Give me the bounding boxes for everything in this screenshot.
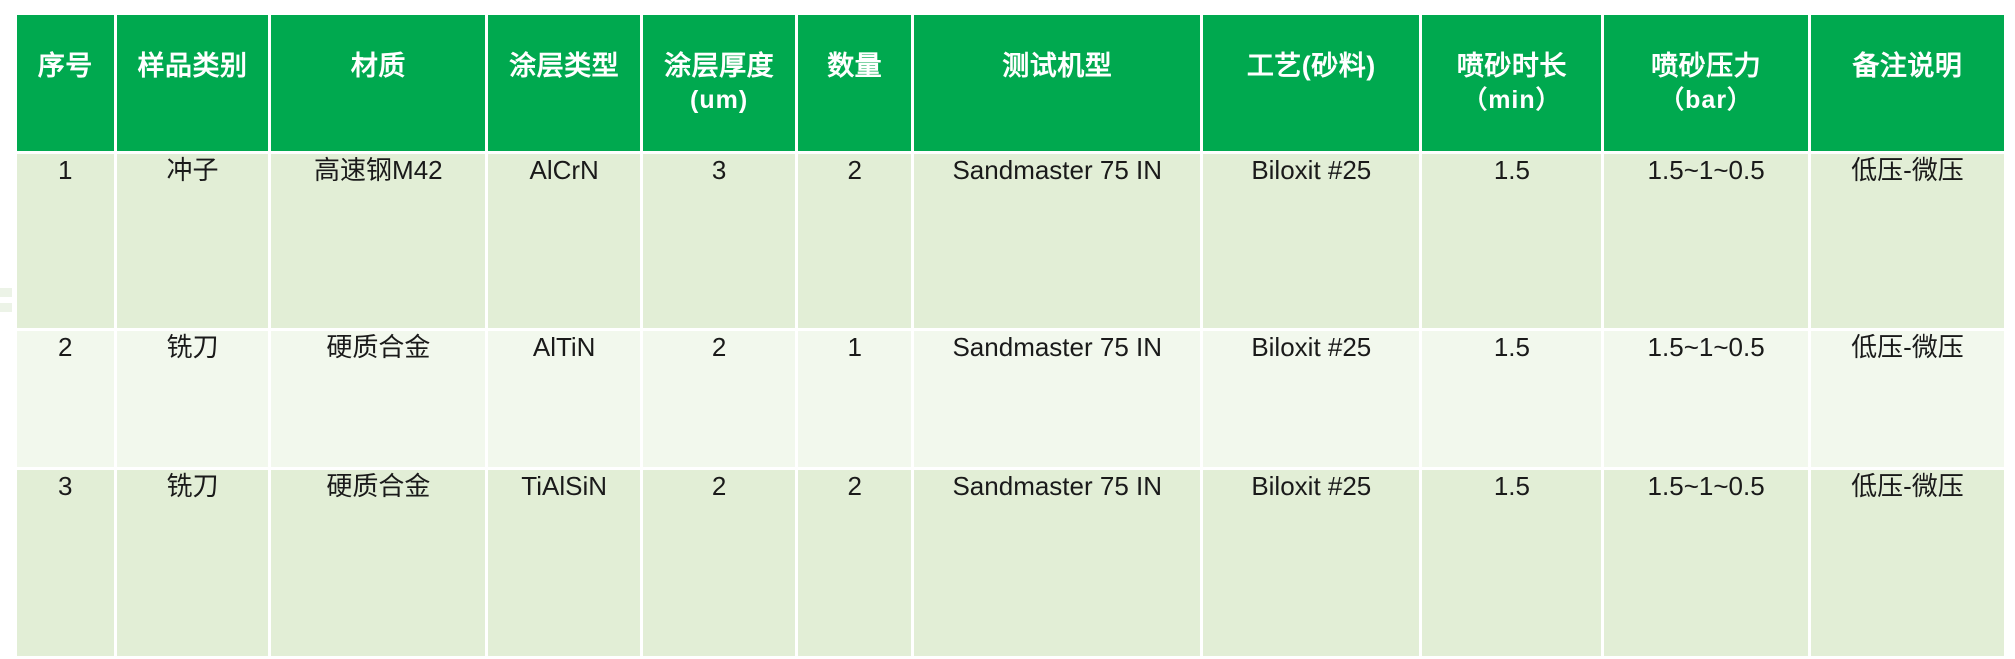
- cell-material: 高速钢M42: [271, 154, 486, 328]
- cell-machine: Sandmaster 75 IN: [914, 470, 1201, 656]
- cell-material: 硬质合金: [271, 331, 486, 467]
- cell-blast-time: 1.5: [1422, 331, 1602, 467]
- column-header-machine-label: 测试机型: [1002, 51, 1113, 81]
- table-row: 1 冲子 高速钢M42 AlCrN 3 2 Sandmaster 75 IN B…: [17, 154, 2004, 328]
- scan-artifact-strip: [0, 288, 12, 297]
- cell-category: 铣刀: [116, 470, 269, 656]
- cell-machine: Sandmaster 75 IN: [914, 154, 1201, 328]
- column-header-coating: 涂层类型: [488, 15, 641, 151]
- cell-index: 2: [17, 331, 114, 467]
- cell-material: 硬质合金: [271, 470, 486, 656]
- column-header-pressure-unit: （bar）: [1659, 86, 1754, 114]
- cell-process: Biloxit #25: [1203, 154, 1420, 328]
- column-header-blast-time-unit: （min）: [1462, 86, 1562, 114]
- table-row: 3 铣刀 硬质合金 TiAlSiN 2 2 Sandmaster 75 IN B…: [17, 470, 2004, 656]
- cell-pressure: 1.5~1~0.5: [1604, 331, 1808, 467]
- column-header-process: 工艺(砂料): [1203, 15, 1420, 151]
- column-header-remark: 备注说明: [1810, 15, 2004, 151]
- cell-index: 3: [17, 470, 114, 656]
- cell-remark: 低压-微压: [1810, 154, 2004, 328]
- cell-thickness: 3: [643, 154, 796, 328]
- table-row: 2 铣刀 硬质合金 AlTiN 2 1 Sandmaster 75 IN Bil…: [17, 331, 2004, 467]
- column-header-thickness: 涂层厚度 (um): [643, 15, 796, 151]
- table-body: 1 冲子 高速钢M42 AlCrN 3 2 Sandmaster 75 IN B…: [17, 154, 2004, 656]
- cell-pressure: 1.5~1~0.5: [1604, 470, 1808, 656]
- column-header-index-label: 序号: [37, 51, 93, 81]
- column-header-thickness-unit: (um): [690, 86, 749, 114]
- spec-sheet: 序号 样品类别 材质 涂层类型 涂层厚度 (um) 数量: [0, 15, 2004, 656]
- column-header-thickness-label: 涂层厚度: [664, 51, 775, 81]
- cell-quantity: 2: [798, 154, 912, 328]
- cell-category: 铣刀: [116, 331, 269, 467]
- scan-artifact-strip: [0, 303, 12, 312]
- column-header-blast-time-label: 喷砂时长: [1456, 51, 1567, 81]
- cell-blast-time: 1.5: [1422, 154, 1602, 328]
- column-header-pressure-label: 喷砂压力: [1651, 51, 1762, 81]
- cell-remark: 低压-微压: [1810, 331, 2004, 467]
- column-header-process-label: 工艺(砂料): [1246, 51, 1376, 81]
- table-header: 序号 样品类别 材质 涂层类型 涂层厚度 (um) 数量: [17, 15, 2004, 151]
- column-header-pressure: 喷砂压力 （bar）: [1604, 15, 1808, 151]
- column-header-blast-time: 喷砂时长 （min）: [1422, 15, 1602, 151]
- cell-machine: Sandmaster 75 IN: [914, 331, 1201, 467]
- cell-category: 冲子: [116, 154, 269, 328]
- cell-coating: AlTiN: [488, 331, 641, 467]
- column-header-category: 样品类别: [116, 15, 269, 151]
- column-header-category-label: 样品类别: [137, 51, 248, 81]
- cell-blast-time: 1.5: [1422, 470, 1602, 656]
- cell-coating: AlCrN: [488, 154, 641, 328]
- column-header-index: 序号: [17, 15, 114, 151]
- sample-specification-table: 序号 样品类别 材质 涂层类型 涂层厚度 (um) 数量: [14, 12, 2007, 659]
- cell-remark: 低压-微压: [1810, 470, 2004, 656]
- column-header-coating-label: 涂层类型: [509, 51, 620, 81]
- cell-process: Biloxit #25: [1203, 331, 1420, 467]
- column-header-material: 材质: [271, 15, 486, 151]
- cell-pressure: 1.5~1~0.5: [1604, 154, 1808, 328]
- cell-process: Biloxit #25: [1203, 470, 1420, 656]
- column-header-quantity: 数量: [798, 15, 912, 151]
- column-header-material-label: 材质: [350, 51, 406, 81]
- column-header-remark-label: 备注说明: [1852, 51, 1963, 81]
- cell-quantity: 2: [798, 470, 912, 656]
- cell-thickness: 2: [643, 331, 796, 467]
- column-header-quantity-label: 数量: [827, 51, 883, 81]
- column-header-machine: 测试机型: [914, 15, 1201, 151]
- cell-thickness: 2: [643, 470, 796, 656]
- cell-quantity: 1: [798, 331, 912, 467]
- cell-coating: TiAlSiN: [488, 470, 641, 656]
- cell-index: 1: [17, 154, 114, 328]
- table-header-row: 序号 样品类别 材质 涂层类型 涂层厚度 (um) 数量: [17, 15, 2004, 151]
